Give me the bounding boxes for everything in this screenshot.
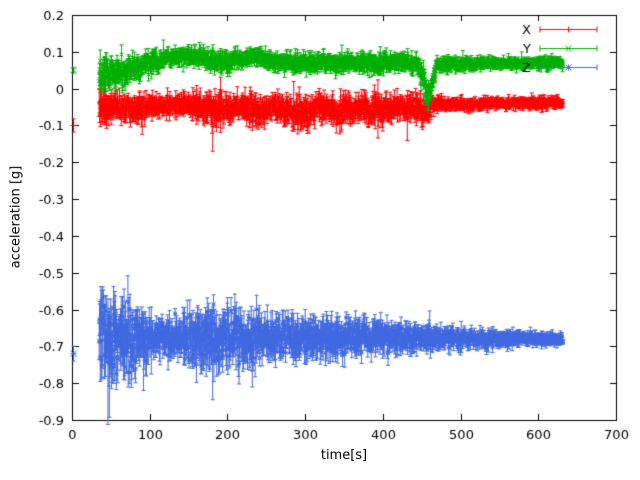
y-axis-label: acceleration [g]	[8, 165, 24, 269]
x-axis-label: time[s]	[320, 448, 368, 463]
